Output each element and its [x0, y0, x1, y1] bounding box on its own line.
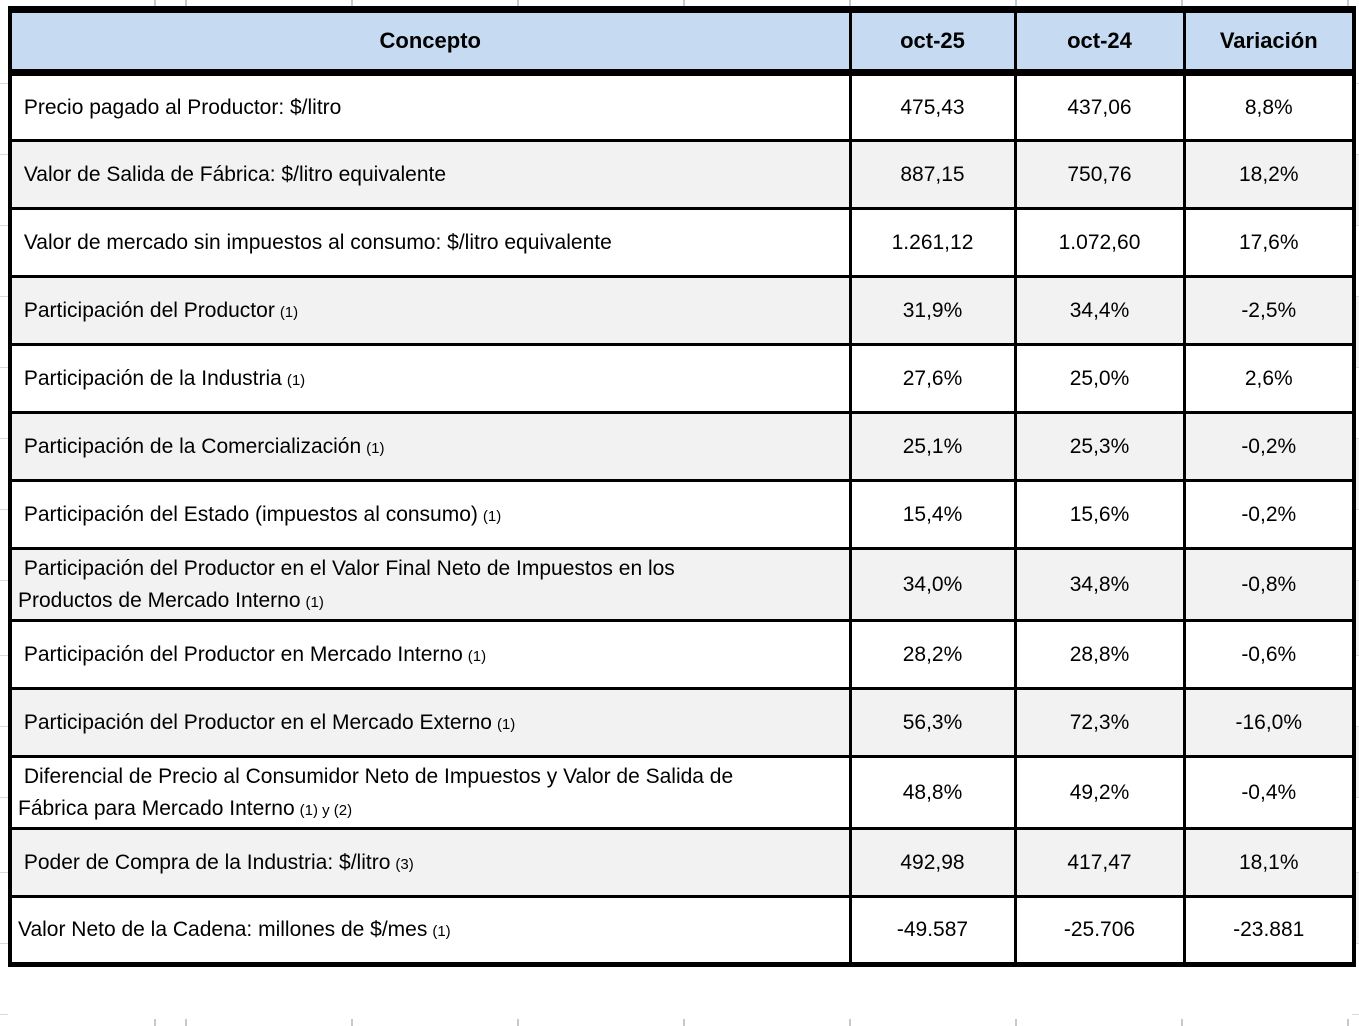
concept-label: Participación del Estado (impuestos al c…	[18, 502, 478, 526]
cell-oct24: 28,8%	[1013, 619, 1186, 690]
cell-oct25: 56,3%	[848, 687, 1017, 758]
cell-oct25: 475,43	[848, 71, 1017, 142]
cell-variacion: 2,6%	[1182, 343, 1356, 414]
cell-concepto: Participación de la Comercialización (1)	[8, 411, 852, 482]
cell-oct25: 1.261,12	[848, 207, 1017, 278]
concept-label: Precio pagado al Productor: $/litro	[18, 95, 342, 119]
cell-oct25: 492,98	[848, 827, 1017, 898]
concept-label: Participación del Productor en el Mercad…	[18, 710, 492, 734]
spreadsheet-gridlines-bottom	[0, 1019, 1359, 1026]
table-row: Precio pagado al Productor: $/litro 475,…	[8, 71, 1356, 142]
table-row: Participación del Productor (1) 31,9% 34,…	[8, 275, 1356, 346]
cell-oct24: 437,06	[1013, 71, 1186, 142]
cell-oct24: 34,8%	[1013, 547, 1186, 622]
cell-oct24: 72,3%	[1013, 687, 1186, 758]
cell-oct25: 31,9%	[848, 275, 1017, 346]
footnote-marker: (1)	[496, 715, 516, 733]
footnote-marker: (1)	[279, 303, 299, 321]
cell-oct24: 49,2%	[1013, 755, 1186, 830]
cell-concepto: Participación del Productor en Mercado I…	[8, 619, 852, 690]
footnote-marker: (1)	[432, 923, 451, 940]
cell-concepto: Poder de Compra de la Industria: $/litro…	[8, 827, 852, 898]
footnote-marker: (1)	[467, 647, 487, 665]
concept-label: Poder de Compra de la Industria: $/litro	[18, 850, 391, 874]
cell-oct24: 417,47	[1013, 827, 1186, 898]
concept-label: Valor de mercado sin impuestos al consum…	[18, 230, 612, 254]
concept-label: Participación del Productor en Mercado I…	[18, 642, 463, 666]
cell-concepto: Participación del Productor (1)	[8, 275, 852, 346]
cell-oct24: 34,4%	[1013, 275, 1186, 346]
table-row: Participación de la Comercialización (1) …	[8, 411, 1356, 482]
table-row: Diferencial de Precio al Consumidor Neto…	[8, 755, 1356, 830]
cell-concepto: Participación del Productor en el Mercad…	[8, 687, 852, 758]
cell-oct25: 28,2%	[848, 619, 1017, 690]
cell-oct25: -49.587	[848, 895, 1017, 966]
table-row: Participación del Estado (impuestos al c…	[8, 479, 1356, 550]
cell-variacion: 8,8%	[1182, 71, 1356, 142]
table-row: Participación del Productor en Mercado I…	[8, 619, 1356, 690]
footnote-marker: (3)	[395, 855, 414, 873]
cell-variacion: -0,4%	[1182, 755, 1356, 830]
cell-oct25: 27,6%	[848, 343, 1017, 414]
footnote-marker: (1)	[366, 439, 385, 457]
table-row: Participación de la Industria (1) 27,6% 2…	[8, 343, 1356, 414]
spreadsheet-gridlines-top	[0, 0, 1359, 6]
cell-variacion: 18,1%	[1182, 827, 1356, 898]
cell-concepto: Participación del Estado (impuestos al c…	[8, 479, 852, 550]
table-row: Participación del Productor en el Mercad…	[8, 687, 1356, 758]
cell-oct25: 25,1%	[848, 411, 1017, 482]
footnote-marker: (1) y (2)	[299, 801, 353, 819]
concept-label: Valor Neto de la Cadena: millones de $/m…	[18, 918, 428, 941]
concept-label: Participación de la Comercialización	[18, 434, 362, 458]
concept-label: Participación del Productor	[18, 298, 275, 322]
cell-oct24: 25,0%	[1013, 343, 1186, 414]
cell-variacion: -2,5%	[1182, 275, 1356, 346]
cell-concepto: Participación de la Industria (1)	[8, 343, 852, 414]
cell-concepto: Valor de Salida de Fábrica: $/litro equi…	[8, 139, 852, 210]
cell-oct25: 48,8%	[848, 755, 1017, 830]
column-header-concepto: Concepto	[8, 6, 852, 76]
cell-oct24: 25,3%	[1013, 411, 1186, 482]
concept-label: Valor de Salida de Fábrica: $/litro equi…	[18, 162, 447, 186]
table-row: Valor de mercado sin impuestos al consum…	[8, 207, 1356, 278]
cell-variacion: -0,2%	[1182, 479, 1356, 550]
column-header-oct24: oct-24	[1013, 6, 1186, 76]
concept-label: Participación de la Industria	[18, 366, 282, 390]
cell-oct25: 15,4%	[848, 479, 1017, 550]
cell-variacion: 17,6%	[1182, 207, 1356, 278]
cell-concepto: Diferencial de Precio al Consumidor Neto…	[8, 755, 852, 830]
cell-concepto: Participación del Productor en el Valor …	[8, 547, 852, 622]
cell-variacion: -0,2%	[1182, 411, 1356, 482]
column-header-variacion: Variación	[1182, 6, 1356, 76]
cell-concepto: Valor de mercado sin impuestos al consum…	[8, 207, 852, 278]
footnote-marker: (1)	[286, 371, 306, 389]
cell-concepto: Valor Neto de la Cadena: millones de $/m…	[8, 895, 852, 966]
cell-concepto: Precio pagado al Productor: $/litro	[8, 71, 852, 142]
table-row: Poder de Compra de la Industria: $/litro…	[8, 827, 1356, 898]
spreadsheet-gutter-left	[0, 0, 8, 1026]
footnote-marker: (1)	[305, 593, 324, 611]
cell-oct24: 750,76	[1013, 139, 1186, 210]
cell-variacion: -23.881	[1182, 895, 1356, 966]
column-header-oct25: oct-25	[848, 6, 1017, 76]
table-row: Valor de Salida de Fábrica: $/litro equi…	[8, 139, 1356, 210]
concept-label: Diferencial de Precio al Consumidor Neto…	[18, 764, 734, 820]
dairy-chain-price-table: Concepto oct-25 oct-24 Variación Precio …	[8, 6, 1356, 967]
cell-variacion: -16,0%	[1182, 687, 1356, 758]
concept-label: Participación del Productor en el Valor …	[18, 556, 675, 612]
cell-oct25: 887,15	[848, 139, 1017, 210]
cell-oct25: 34,0%	[848, 547, 1017, 622]
footnote-marker: (1)	[482, 507, 502, 525]
table-row: Valor Neto de la Cadena: millones de $/m…	[8, 895, 1356, 966]
cell-variacion: -0,6%	[1182, 619, 1356, 690]
cell-oct24: -25.706	[1013, 895, 1186, 966]
cell-oct24: 1.072,60	[1013, 207, 1186, 278]
table-row: Participación del Productor en el Valor …	[8, 547, 1356, 622]
cell-variacion: 18,2%	[1182, 139, 1356, 210]
header-row: Concepto oct-25 oct-24 Variación	[8, 6, 1356, 76]
cell-variacion: -0,8%	[1182, 547, 1356, 622]
cell-oct24: 15,6%	[1013, 479, 1186, 550]
